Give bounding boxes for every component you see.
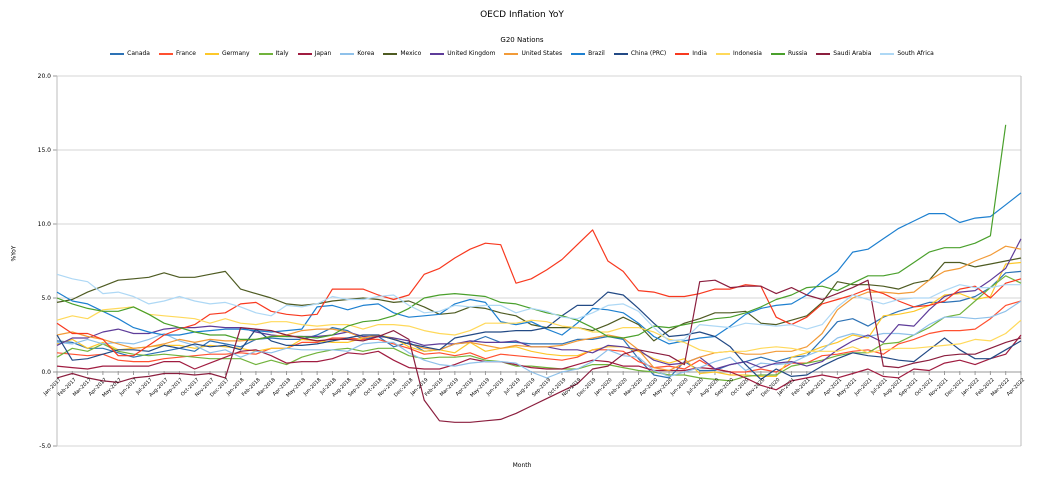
x-axis-title: Month <box>512 462 532 469</box>
legend-label: Brazil <box>588 50 605 57</box>
legend-item-united-kingdom: United Kingdom <box>430 50 495 57</box>
legend-swatch <box>110 52 125 55</box>
series-line-india <box>56 229 1022 357</box>
legend-item-france: France <box>159 50 196 57</box>
series-line-korea <box>56 300 1022 379</box>
legend-label: Korea <box>357 50 375 57</box>
legend-label: Japan <box>314 50 332 57</box>
legend-item-japan: Japan <box>297 50 332 57</box>
legend-swatch <box>159 52 173 55</box>
legend-label: Saudi Arabia <box>833 50 872 57</box>
legend-label: India <box>692 50 707 57</box>
series-line-brazil <box>56 192 1022 345</box>
legend-label: Indonesia <box>732 50 762 57</box>
y-tick-label: 15.0 <box>37 146 51 154</box>
y-axis-title: %YoY <box>10 245 18 262</box>
legend-item-italy: Italy <box>258 50 289 57</box>
legend-item-brazil: Brazil <box>571 50 605 57</box>
legend-item-china-prc-: China (PRC) <box>613 50 667 57</box>
series-line-united-states <box>56 245 1022 372</box>
legend-label: United States <box>521 50 563 57</box>
legend-swatch <box>204 52 219 55</box>
legend-item-south-africa: South Africa <box>880 50 934 57</box>
legend-item-canada: Canada <box>110 50 150 57</box>
legend-label: China (PRC) <box>630 50 667 57</box>
legend-item-saudi-arabia: Saudi Arabia <box>816 50 871 57</box>
series-line-france <box>56 300 1022 373</box>
legend-label: Canada <box>127 50 150 57</box>
legend-swatch <box>770 52 785 55</box>
y-tick-label: 5.0 <box>41 294 51 302</box>
series-line-china-prc- <box>56 291 1022 380</box>
y-tick-label: 10.0 <box>37 220 51 228</box>
legend-swatch <box>675 52 690 55</box>
series-line-russia <box>56 124 1007 340</box>
legend-label: Mexico <box>400 50 422 57</box>
series-line-united-kingdom <box>56 238 1022 370</box>
series-line-mexico <box>56 257 1022 342</box>
legend-item-germany: Germany <box>204 50 250 57</box>
legend-swatch <box>258 52 273 55</box>
y-tick-label: 0.0 <box>41 368 51 376</box>
legend-swatch <box>383 52 398 55</box>
legend-swatch <box>297 52 312 55</box>
chart-title: OECD Inflation YoY <box>480 10 564 20</box>
chart-subtitle: G20 Nations <box>500 36 544 44</box>
legend-item-indonesia: Indonesia <box>715 50 762 57</box>
legend-swatch <box>430 52 445 55</box>
series-line-canada <box>56 270 1022 379</box>
legend-item-mexico: Mexico <box>383 50 421 57</box>
chart-legend: Canada France Germany Italy Japan Korea Mexico… <box>0 50 1044 57</box>
series-line-japan <box>56 334 1022 391</box>
legend-item-india: India <box>675 50 707 57</box>
legend-label: Russia <box>787 50 808 57</box>
legend-swatch <box>340 52 355 55</box>
series-line-south-africa <box>56 273 1021 342</box>
series-line-saudi-arabia <box>56 279 1022 423</box>
series-line-indonesia <box>56 306 1022 354</box>
legend-item-united-states: United States <box>504 50 562 57</box>
legend-label: United Kingdom <box>447 50 496 57</box>
legend-swatch <box>816 52 831 55</box>
legend-label: France <box>176 50 196 57</box>
series-line-italy <box>56 275 1022 382</box>
legend-item-russia: Russia <box>770 50 808 57</box>
legend-swatch <box>504 52 519 55</box>
legend-label: Italy <box>275 50 289 57</box>
legend-swatch <box>715 52 730 55</box>
legend-swatch <box>880 52 895 55</box>
legend-label: Germany <box>221 50 250 57</box>
legend-swatch <box>571 52 586 55</box>
legend-item-korea: Korea <box>340 50 374 57</box>
y-tick-label: -5.0 <box>39 442 51 450</box>
legend-swatch <box>613 52 628 55</box>
legend-label: South Africa <box>897 50 934 57</box>
y-tick-label: 20.0 <box>37 72 51 80</box>
